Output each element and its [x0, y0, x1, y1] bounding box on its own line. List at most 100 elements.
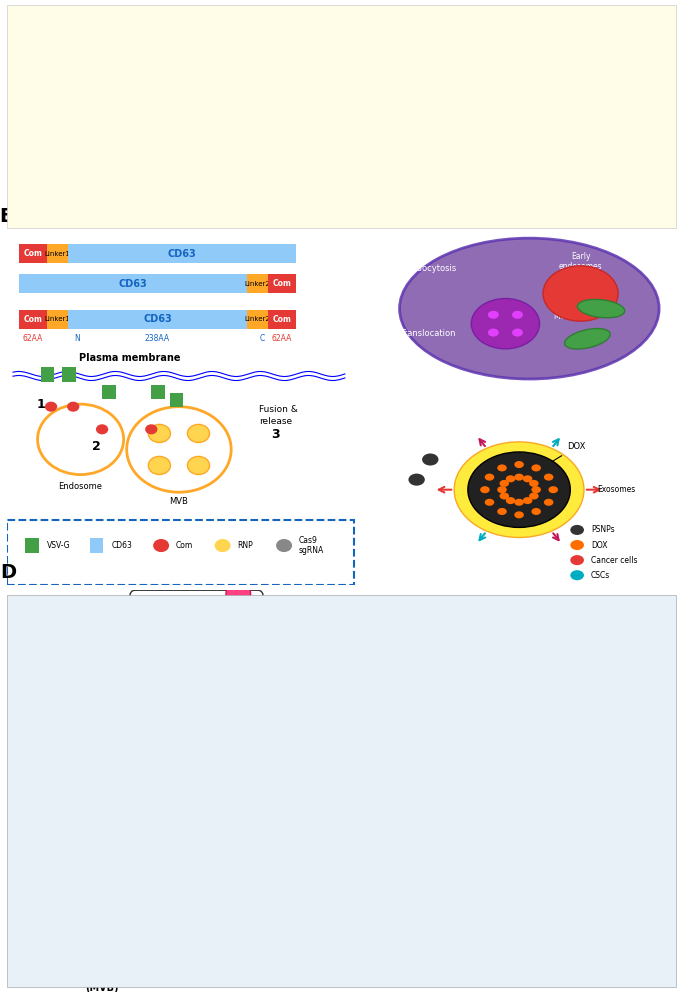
Circle shape: [61, 689, 68, 697]
Circle shape: [497, 464, 507, 471]
Circle shape: [135, 689, 141, 697]
Circle shape: [334, 150, 341, 156]
Text: C: C: [371, 207, 385, 226]
Polygon shape: [67, 145, 121, 178]
Circle shape: [303, 729, 309, 737]
FancyBboxPatch shape: [7, 520, 354, 585]
Text: CSCs: CSCs: [591, 570, 610, 579]
Circle shape: [119, 893, 143, 928]
Circle shape: [269, 729, 275, 737]
FancyBboxPatch shape: [268, 310, 296, 328]
Circle shape: [514, 461, 524, 468]
Circle shape: [499, 480, 509, 487]
Text: Linker1: Linker1: [44, 251, 70, 257]
Circle shape: [257, 749, 269, 765]
Circle shape: [328, 184, 335, 189]
Circle shape: [95, 689, 101, 697]
Text: Dopamine: Dopamine: [78, 42, 117, 51]
Text: Multivesicular body: Multivesicular body: [47, 967, 156, 977]
Text: Exosome donor cell: Exosome donor cell: [145, 967, 260, 977]
Circle shape: [176, 689, 182, 697]
Circle shape: [488, 310, 499, 318]
Circle shape: [505, 475, 515, 482]
Circle shape: [190, 703, 203, 723]
Text: Early: Early: [571, 252, 590, 261]
FancyBboxPatch shape: [422, 65, 427, 72]
Circle shape: [61, 729, 68, 737]
Circle shape: [236, 729, 242, 737]
Text: 2: 2: [92, 440, 100, 453]
Circle shape: [512, 310, 523, 318]
Circle shape: [499, 492, 509, 500]
Text: Linker1: Linker1: [44, 316, 70, 322]
FancyBboxPatch shape: [323, 33, 346, 35]
Circle shape: [102, 729, 108, 737]
Circle shape: [102, 699, 123, 727]
Circle shape: [363, 689, 369, 697]
FancyBboxPatch shape: [367, 824, 478, 900]
Circle shape: [202, 146, 240, 177]
Text: O: O: [63, 609, 68, 619]
Circle shape: [531, 464, 541, 471]
Text: PSNPs: PSNPs: [591, 526, 615, 535]
Circle shape: [48, 850, 72, 886]
Circle shape: [189, 689, 195, 697]
Text: Exosomes: Exosomes: [598, 485, 636, 494]
Circle shape: [42, 689, 48, 697]
FancyBboxPatch shape: [199, 34, 204, 42]
Circle shape: [192, 743, 212, 771]
Ellipse shape: [522, 890, 607, 953]
Circle shape: [242, 159, 247, 164]
Circle shape: [15, 729, 21, 737]
FancyBboxPatch shape: [19, 244, 46, 263]
Circle shape: [529, 480, 539, 487]
Circle shape: [290, 689, 296, 697]
Circle shape: [270, 699, 290, 727]
Circle shape: [169, 729, 175, 737]
Circle shape: [514, 473, 524, 481]
Circle shape: [214, 699, 234, 727]
Circle shape: [531, 508, 541, 515]
Circle shape: [485, 499, 494, 506]
Circle shape: [223, 729, 229, 737]
Text: HO: HO: [75, 19, 86, 25]
Text: C: C: [260, 333, 264, 343]
Circle shape: [51, 703, 64, 723]
Circle shape: [296, 729, 302, 737]
Circle shape: [28, 689, 34, 697]
Circle shape: [45, 402, 57, 412]
Circle shape: [329, 703, 343, 723]
Circle shape: [218, 703, 231, 723]
Circle shape: [89, 791, 114, 826]
Text: Endocytosis: Endocytosis: [406, 264, 457, 273]
Circle shape: [223, 689, 229, 697]
Text: Fe$_3$O$_4$@PDA: Fe$_3$O$_4$@PDA: [128, 91, 180, 104]
Circle shape: [22, 689, 28, 697]
Circle shape: [35, 689, 41, 697]
Circle shape: [514, 499, 524, 506]
Text: 62AA: 62AA: [23, 333, 43, 343]
Circle shape: [156, 689, 162, 697]
FancyBboxPatch shape: [422, 55, 427, 61]
Circle shape: [202, 689, 208, 697]
Circle shape: [120, 810, 142, 842]
Circle shape: [209, 729, 215, 737]
Circle shape: [303, 689, 309, 697]
Circle shape: [276, 729, 282, 737]
Circle shape: [162, 703, 176, 723]
Circle shape: [201, 145, 207, 150]
Text: RNP: RNP: [238, 541, 253, 550]
FancyBboxPatch shape: [247, 275, 268, 294]
Circle shape: [219, 140, 224, 144]
Text: MVB: MVB: [553, 311, 570, 320]
Text: CD63: CD63: [167, 249, 197, 259]
Text: Ac$_4$ManNAz: Ac$_4$ManNAz: [7, 667, 71, 681]
Circle shape: [302, 146, 309, 152]
Circle shape: [501, 634, 517, 658]
Circle shape: [197, 142, 245, 181]
Circle shape: [48, 689, 55, 697]
Circle shape: [242, 729, 249, 737]
Circle shape: [357, 689, 363, 697]
FancyBboxPatch shape: [170, 393, 183, 407]
Circle shape: [109, 729, 115, 737]
